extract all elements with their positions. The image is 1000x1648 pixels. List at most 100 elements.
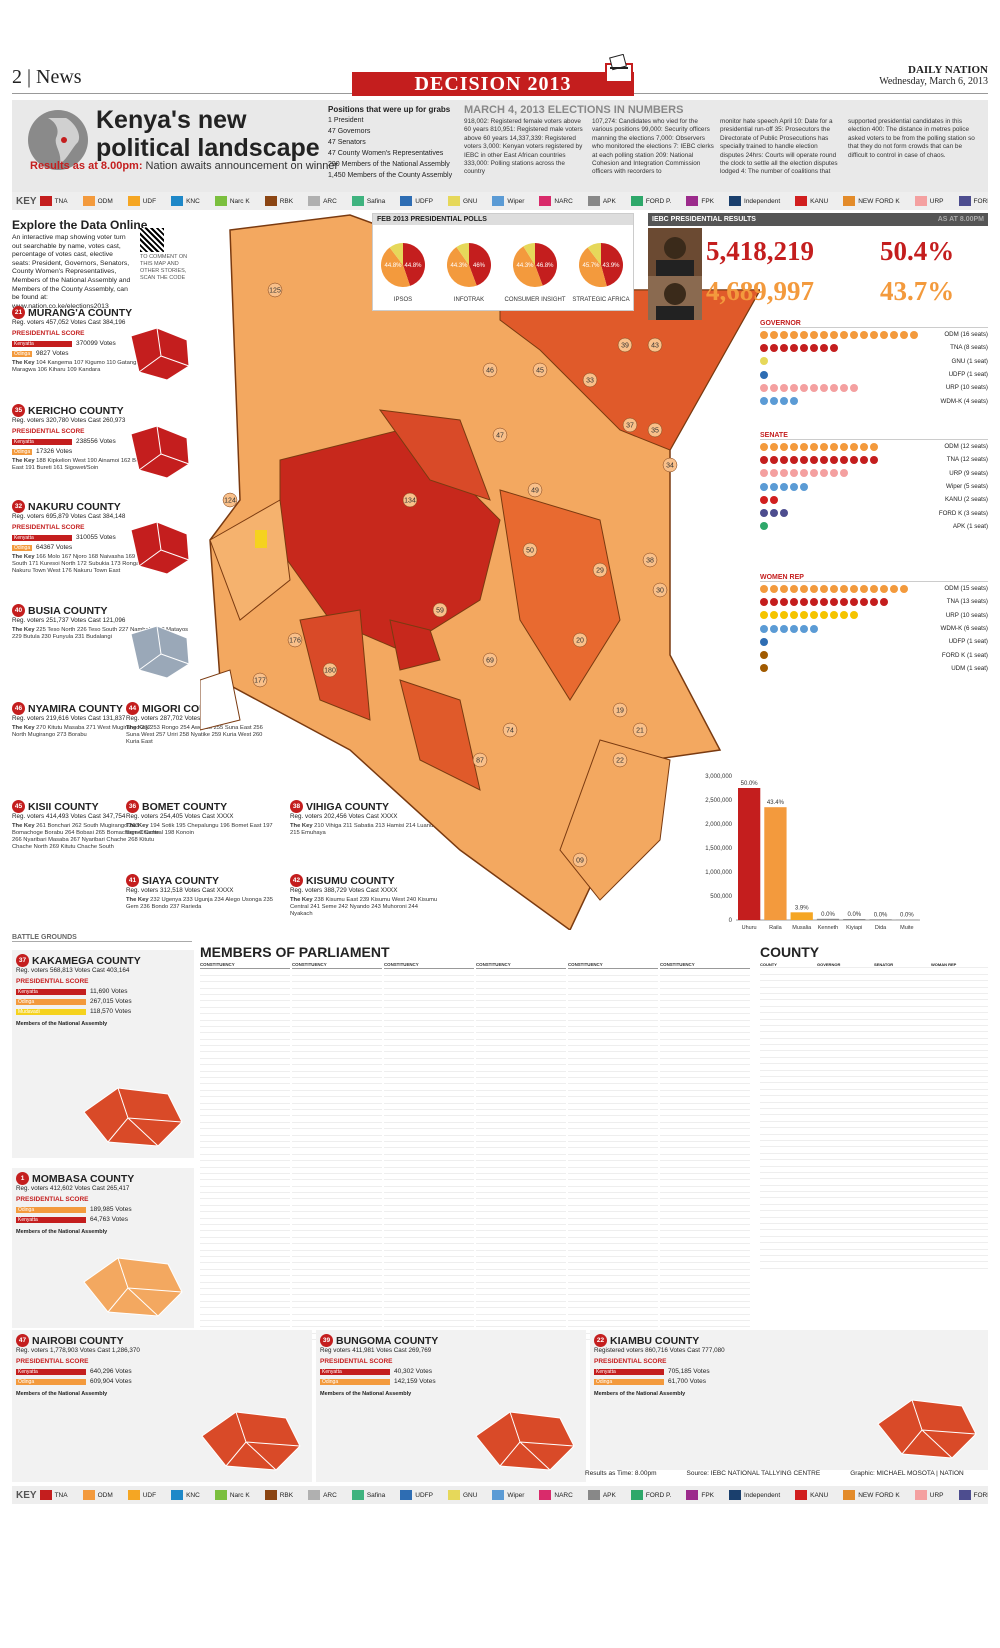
mp-row [476,1193,566,1200]
seat-dot [810,383,818,392]
mp-row [660,976,750,983]
key-swatch [843,1490,856,1500]
mp-row [200,989,290,995]
mp-row [660,1027,750,1034]
mp-row [292,1187,382,1194]
key-label: KEY [16,1489,37,1501]
key-party-name: ODM [97,197,113,205]
seat-dot [780,469,788,478]
mp-row [200,1021,290,1027]
mp-row [200,1263,290,1270]
county-card: 45 KISII COUNTY Reg. voters 414,493 Votes … [12,800,162,851]
mp-row [200,1052,290,1059]
svg-text:87: 87 [476,758,484,765]
mp-row [200,1084,290,1091]
key-party-name: Wiper [507,197,525,205]
key-swatch [308,196,321,206]
county-table-row [760,1224,988,1231]
svg-text:134: 134 [404,498,416,505]
mp-row [292,1065,382,1072]
poll-pie: 44.8% 44.8% IPSOS [381,243,425,303]
county-table-row [760,1026,988,1033]
map-constituency-label: 35 [647,422,663,438]
county-key: The Key 225 Teso North 226 Teso South 22… [12,627,192,641]
key-party-name: ARC [323,197,337,205]
key-swatch [82,1490,95,1500]
mp-row [568,1308,658,1315]
svg-text:47: 47 [496,433,504,440]
seat-dot [820,455,828,464]
seat-label: FORD K (1 seat) [941,651,988,659]
seat-dot [840,469,848,478]
seat-dots [760,584,908,593]
key-item: Independent [729,196,780,206]
county-table-row [760,1262,988,1269]
mp-row [660,1110,750,1117]
seat-dot [830,611,838,620]
mp-row [568,1270,658,1277]
svg-text:74: 74 [506,728,514,735]
seat-dots [760,637,768,646]
mp-row [292,1155,382,1162]
county-title-text: BUSIA COUNTY [28,604,108,617]
candidate-b-photo [648,276,702,320]
seat-dot [810,469,818,478]
key-constituencies: 270 Kitutu Masaba 271 West Mugirango 272… [12,725,151,738]
map-constituency-label: 29 [592,562,608,578]
key-swatch [958,196,971,206]
mp-row [200,1136,290,1142]
svg-text:33: 33 [586,378,594,385]
map-constituency-label: 124 [222,492,238,508]
globe-icon [28,110,88,170]
seat-dot [810,584,818,593]
qr-code-icon[interactable] [140,228,164,252]
county-table-row [760,1135,988,1141]
county-name: 46 NYAMIRA COUNTY [12,702,162,715]
poll-a-label: 44.3% [516,263,534,269]
mp-row [384,1244,474,1251]
county-table-row [760,1230,988,1237]
key-heading: The Key [12,823,37,829]
score-votes: 40,302 Votes [394,1368,432,1375]
county-title-text: NYAMIRA COUNTY [28,702,123,715]
mp-row [476,1231,566,1238]
county-shape [877,1399,977,1459]
seat-label: TNA (12 seats) [946,456,988,464]
county-number: 38 [290,800,303,813]
position-item: 47 Governors [328,128,371,135]
mp-row [476,1046,566,1053]
position-item: 47 County Women's Representatives [328,150,444,157]
mp-row [384,1052,474,1059]
seat-dot [840,611,848,620]
mp-column: CONSTITUENCY [292,962,382,1341]
county-title-text: NAKURU COUNTY [28,500,121,513]
key-item: Safina [351,1490,385,1500]
mp-row [568,995,658,1002]
mp-title: MEMBERS OF PARLIAMENT [200,944,390,960]
mp-row [292,1193,382,1200]
poll-a-label: 44.8% [384,263,402,269]
county-meta: Reg voters 411,981 Votes Cast 269,769 [320,1347,432,1354]
mna-heading: Members of the National Assembly [320,1391,412,1397]
key-item: NEW FORD K [843,1490,900,1500]
seat-dot [760,330,768,339]
seat-dot [790,611,798,620]
mp-row [292,1231,382,1238]
seat-dot [880,330,888,339]
seat-dot [820,584,828,593]
seat-dot [810,343,818,352]
seat-dot [800,330,808,339]
map-constituency-label: 49 [527,482,543,498]
seat-dot [860,455,868,464]
mp-row [200,1251,290,1257]
key-item: TNA [39,196,68,206]
mp-row [568,1091,658,1098]
seat-dot [800,584,808,593]
mp-row [384,1283,474,1289]
mp-row [660,1302,750,1309]
key-item: URP [914,196,944,206]
mp-row [660,1021,750,1027]
mp-row [200,976,290,983]
seat-dot [900,584,908,593]
